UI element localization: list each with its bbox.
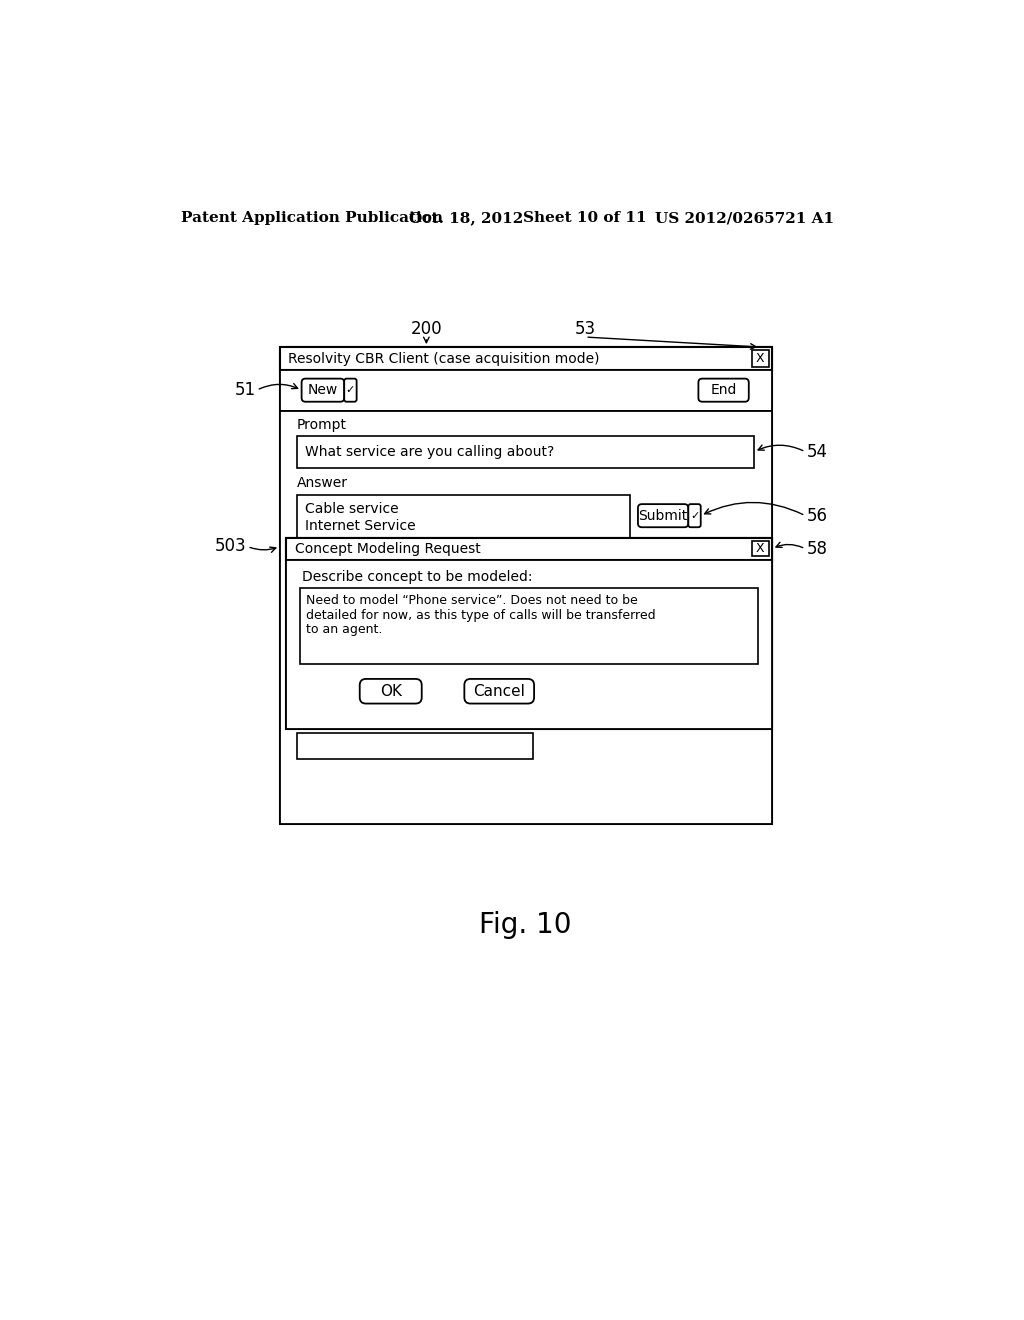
- Text: Fig. 10: Fig. 10: [478, 911, 571, 939]
- FancyBboxPatch shape: [698, 379, 749, 401]
- Text: 503: 503: [214, 537, 246, 556]
- Text: 56: 56: [807, 507, 827, 524]
- FancyBboxPatch shape: [359, 678, 422, 704]
- Text: 54: 54: [807, 442, 827, 461]
- Text: 200: 200: [411, 321, 442, 338]
- Text: Submit: Submit: [639, 508, 688, 523]
- Text: End: End: [711, 383, 737, 397]
- FancyBboxPatch shape: [344, 379, 356, 401]
- Text: Prompt: Prompt: [297, 418, 347, 432]
- Bar: [752, 541, 769, 557]
- Bar: [280, 347, 772, 825]
- Text: detailed for now, as this type of calls will be transferred: detailed for now, as this type of calls …: [306, 609, 656, 622]
- Text: New: New: [308, 383, 338, 397]
- Bar: [297, 436, 755, 469]
- FancyBboxPatch shape: [688, 504, 700, 527]
- Text: What service are you calling about?: What service are you calling about?: [305, 445, 554, 459]
- Text: OK: OK: [380, 684, 401, 698]
- Text: X: X: [756, 543, 765, 556]
- Bar: [280, 370, 772, 411]
- Text: X: X: [756, 352, 765, 366]
- Text: Concept Modeling Request: Concept Modeling Request: [295, 541, 481, 556]
- Text: Cable service: Cable service: [305, 502, 398, 516]
- FancyBboxPatch shape: [302, 379, 344, 401]
- Text: 53: 53: [574, 321, 596, 338]
- Text: Resolvity CBR Client (case acquisition mode): Resolvity CBR Client (case acquisition m…: [288, 351, 599, 366]
- Bar: [300, 589, 758, 664]
- Text: Describe concept to be modeled:: Describe concept to be modeled:: [302, 569, 532, 583]
- Bar: [752, 350, 769, 367]
- Text: Internet Service: Internet Service: [305, 519, 416, 533]
- Text: 58: 58: [807, 540, 827, 558]
- Text: Answer: Answer: [297, 477, 348, 490]
- Bar: [280, 347, 772, 370]
- Text: ✓: ✓: [690, 511, 699, 520]
- Bar: [286, 539, 772, 560]
- Text: 51: 51: [236, 381, 256, 399]
- Text: US 2012/0265721 A1: US 2012/0265721 A1: [655, 211, 835, 226]
- FancyBboxPatch shape: [638, 504, 688, 527]
- Bar: [286, 560, 772, 729]
- Text: Patent Application Publication: Patent Application Publication: [180, 211, 442, 226]
- Bar: [280, 411, 772, 825]
- Text: ✓: ✓: [346, 385, 355, 395]
- Text: Oct. 18, 2012: Oct. 18, 2012: [409, 211, 523, 226]
- Text: to an agent.: to an agent.: [306, 623, 383, 636]
- Text: Sheet 10 of 11: Sheet 10 of 11: [523, 211, 647, 226]
- Text: Cancel: Cancel: [473, 684, 525, 698]
- Bar: [286, 539, 772, 729]
- FancyBboxPatch shape: [464, 678, 535, 704]
- Text: Need to model “Phone service”. Does not need to be: Need to model “Phone service”. Does not …: [306, 594, 638, 607]
- Bar: [297, 495, 630, 543]
- Bar: [297, 733, 534, 759]
